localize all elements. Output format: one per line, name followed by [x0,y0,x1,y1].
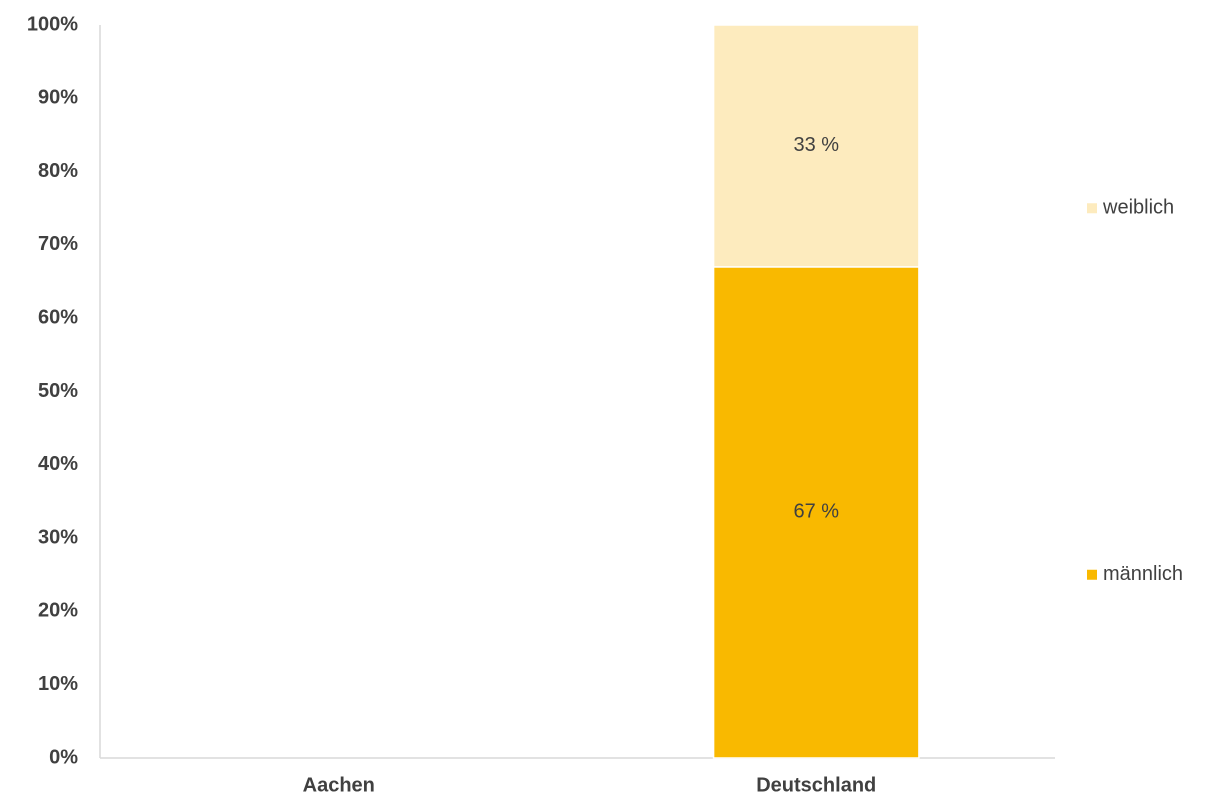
bar-segment [712,266,920,759]
bar-segment [712,24,920,268]
x-tick-label: Aachen [303,774,375,796]
legend-label: weiblich [1102,197,1174,219]
y-tick-label: 60% [38,306,78,328]
legend-label: männlich [1103,563,1183,585]
y-tick-label: 10% [38,673,78,695]
y-tick-label: 70% [38,233,78,255]
data-label: 67 % [793,501,839,523]
y-tick-label: 30% [38,526,78,548]
y-tick-label: 90% [38,87,78,109]
y-tick-label: 50% [38,380,78,402]
y-tick-label: 100% [27,13,78,35]
y-tick-label: 80% [38,160,78,182]
data-label: 33 % [793,134,839,156]
y-tick-label: 20% [38,600,78,622]
legend-swatch [1087,203,1097,214]
y-tick-label: 0% [49,746,78,768]
y-tick-label: 40% [38,453,78,475]
x-tick-label: Deutschland [756,774,876,796]
legend-swatch [1087,569,1097,580]
